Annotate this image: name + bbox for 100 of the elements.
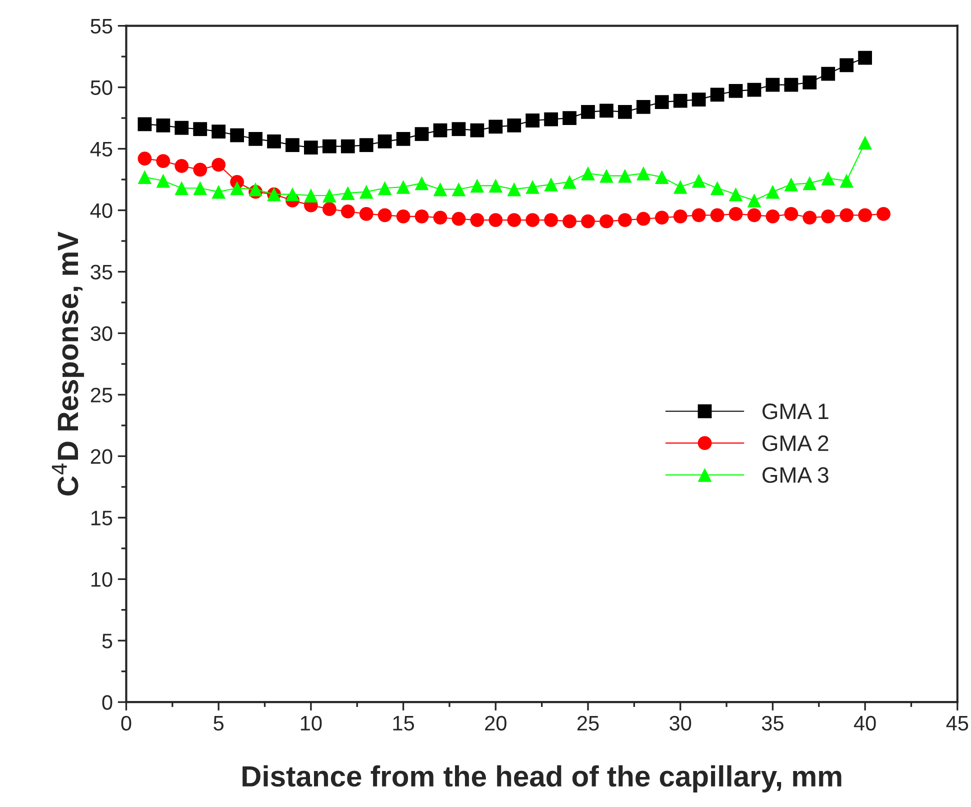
point <box>858 50 872 65</box>
point <box>526 114 540 128</box>
point <box>174 159 189 173</box>
point <box>452 122 466 136</box>
point <box>728 84 743 98</box>
legend-label: GMA 1 <box>762 404 828 420</box>
point <box>544 177 558 192</box>
point <box>544 213 558 228</box>
point <box>654 95 669 109</box>
point <box>359 138 374 152</box>
x-tick-label: 40 <box>854 716 876 731</box>
point <box>562 175 576 189</box>
point <box>544 112 558 126</box>
point <box>618 104 632 119</box>
y-tick-label: 0 <box>102 695 112 710</box>
point <box>710 181 724 196</box>
point <box>322 188 336 202</box>
point <box>452 212 466 226</box>
point <box>562 214 576 228</box>
point <box>802 210 817 225</box>
point <box>470 123 484 138</box>
point <box>840 58 854 72</box>
point <box>212 184 226 199</box>
point <box>414 127 429 141</box>
point <box>340 204 355 218</box>
point <box>378 208 392 222</box>
y-tick-label: 5 <box>102 634 112 648</box>
x-tick-label: 35 <box>762 716 784 731</box>
x-tick-label: 10 <box>300 716 322 731</box>
point <box>600 214 614 228</box>
point <box>581 214 595 228</box>
y-tick-label: 10 <box>91 572 112 587</box>
point <box>286 138 300 152</box>
point <box>636 166 650 180</box>
point <box>821 209 836 224</box>
point <box>784 78 798 92</box>
x-tick-label: 15 <box>393 716 414 731</box>
legend-label: GMA 3 <box>762 467 828 483</box>
x-tick-label: 5 <box>214 716 224 731</box>
point <box>858 208 872 222</box>
y-tick-label: 30 <box>90 326 112 341</box>
point <box>600 168 614 183</box>
point <box>433 210 448 225</box>
point <box>138 152 152 166</box>
point <box>414 209 429 224</box>
point <box>692 174 706 188</box>
point <box>230 181 244 196</box>
point <box>248 132 262 146</box>
point <box>138 170 152 184</box>
point <box>396 132 410 146</box>
point <box>340 139 355 154</box>
point <box>156 118 170 132</box>
point <box>747 193 762 208</box>
point <box>138 117 152 132</box>
point <box>193 162 208 177</box>
point <box>581 104 595 119</box>
point <box>692 208 706 222</box>
point <box>378 181 392 196</box>
point <box>488 178 503 193</box>
point <box>156 154 170 168</box>
y-tick-label: 55 <box>90 19 112 34</box>
point <box>396 180 410 194</box>
point <box>526 180 540 194</box>
point <box>414 176 429 190</box>
point <box>248 182 262 196</box>
point <box>728 187 743 202</box>
point <box>710 88 724 102</box>
x-tick-label: 20 <box>485 716 506 731</box>
point <box>470 213 484 228</box>
point <box>304 188 318 202</box>
point <box>452 182 466 196</box>
point <box>673 209 688 224</box>
point <box>840 174 854 188</box>
point <box>876 207 890 221</box>
point <box>507 213 522 228</box>
x-tick-label: 30 <box>670 716 692 731</box>
point <box>766 78 780 92</box>
x-tick-label: 45 <box>946 716 968 731</box>
point <box>322 139 336 154</box>
point <box>212 158 226 172</box>
point <box>802 75 817 90</box>
y-tick-label: 40 <box>90 203 112 218</box>
point <box>286 187 300 202</box>
y-tick-label: 25 <box>90 388 112 402</box>
point <box>470 178 484 193</box>
point <box>747 82 762 97</box>
point <box>193 181 208 196</box>
point <box>581 166 595 180</box>
point <box>156 174 170 188</box>
point <box>212 124 226 139</box>
point <box>710 208 724 222</box>
x-tick-label: 25 <box>577 716 599 731</box>
point <box>673 180 688 194</box>
point <box>488 120 503 134</box>
point <box>562 111 576 125</box>
point <box>230 128 244 142</box>
point <box>378 134 392 148</box>
point <box>802 176 817 190</box>
point <box>193 122 208 136</box>
point <box>322 202 336 216</box>
